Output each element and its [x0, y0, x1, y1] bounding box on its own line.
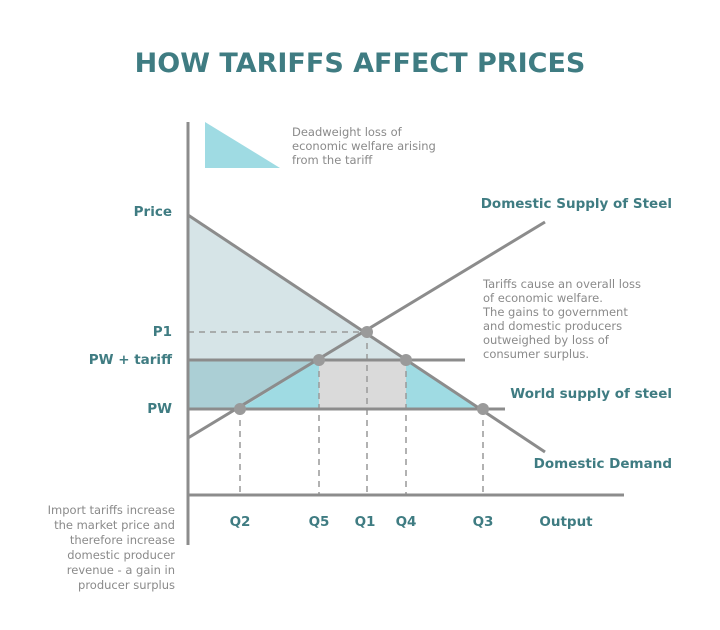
label-q1: Q1 — [355, 514, 376, 530]
note-right-line: and domestic producers — [483, 319, 622, 333]
point-q3 — [477, 403, 489, 415]
note-left-line: Import tariffs increase — [48, 503, 175, 517]
label-output: Output — [539, 514, 593, 530]
label-domestic-demand: Domestic Demand — [534, 456, 672, 472]
legend-line-2: economic welfare arising — [292, 139, 436, 153]
title: HOW TARIFFS AFFECT PRICES — [135, 48, 586, 79]
label-price: Price — [134, 204, 172, 220]
note-left-line: producer surplus — [78, 578, 175, 592]
note-right: Tariffs cause an overall loss of economi… — [482, 277, 641, 361]
note-right-line: The gains to government — [482, 305, 628, 319]
tariff-revenue-area — [319, 360, 406, 409]
label-domestic-supply: Domestic Supply of Steel — [481, 196, 672, 212]
point-q2 — [234, 403, 246, 415]
note-left: Import tariffs increase the market price… — [48, 503, 176, 592]
point-equilibrium — [361, 326, 373, 338]
note-left-line: therefore increase — [70, 533, 175, 547]
label-world-supply: World supply of steel — [510, 386, 672, 402]
note-right-line: Tariffs cause an overall loss — [482, 277, 641, 291]
label-p1: P1 — [153, 324, 172, 340]
note-left-line: the market price and — [54, 518, 175, 532]
legend-deadweight-swatch — [205, 122, 280, 168]
note-right-line: consumer surplus. — [483, 347, 589, 361]
label-q2: Q2 — [230, 514, 251, 530]
note-left-line: domestic producer — [67, 548, 175, 562]
producer-surplus-gain-area — [188, 360, 319, 409]
label-q3: Q3 — [473, 514, 494, 530]
legend-line-1: Deadweight loss of — [292, 125, 403, 139]
point-q5 — [313, 354, 325, 366]
legend-line-3: from the tariff — [292, 153, 373, 167]
note-right-line: outweighed by loss of — [483, 333, 610, 347]
label-q5: Q5 — [309, 514, 330, 530]
label-pw: PW — [147, 401, 172, 417]
label-pw-tariff: PW + tariff — [89, 352, 173, 368]
point-q4 — [400, 354, 412, 366]
note-left-line: revenue - a gain in — [67, 563, 175, 577]
note-right-line: of economic welfare. — [483, 291, 603, 305]
label-q4: Q4 — [396, 514, 417, 530]
